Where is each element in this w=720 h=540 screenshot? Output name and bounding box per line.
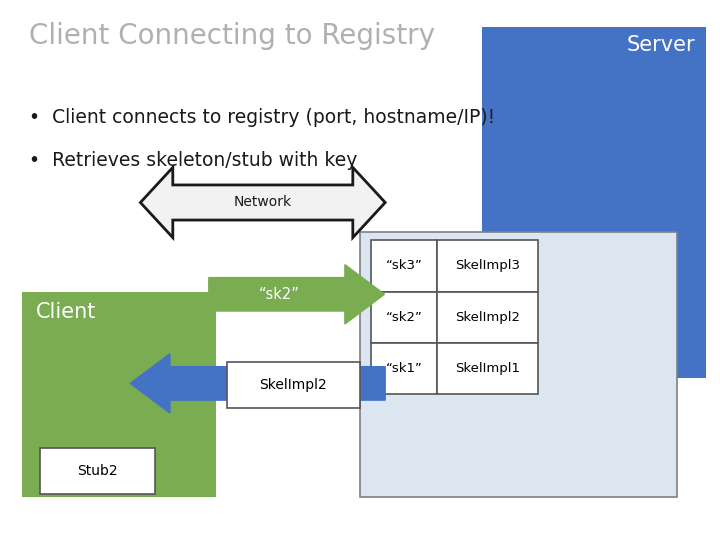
Bar [371,343,437,394]
Text: “sk2”: “sk2” [258,287,300,302]
Bar [371,240,437,292]
Bar [227,362,360,408]
Text: Client: Client [36,302,96,322]
Text: Network: Network [234,195,292,210]
Bar [437,292,538,343]
Bar [40,448,155,494]
Text: SkelImpl2: SkelImpl2 [259,378,328,392]
Bar [437,343,538,394]
Bar [371,292,437,343]
Bar [22,292,216,497]
Text: Server: Server [626,35,695,55]
Text: “sk2”: “sk2” [385,310,423,324]
FancyArrow shape [130,354,385,413]
Text: Client Connecting to Registry: Client Connecting to Registry [29,22,435,50]
Text: SkelImpl1: SkelImpl1 [455,362,520,375]
Text: •  Retrieves skeleton/stub with key: • Retrieves skeleton/stub with key [29,151,357,170]
Bar [482,27,706,378]
Polygon shape [140,167,385,238]
Text: “sk3”: “sk3” [385,259,423,273]
Bar [360,232,677,497]
Text: SkelImpl2: SkelImpl2 [455,310,520,324]
Text: Stub2: Stub2 [77,464,117,478]
Text: SkelImpl3: SkelImpl3 [455,259,520,273]
Text: “sk1”: “sk1” [385,362,423,375]
Text: •  Client connects to registry (port, hostname/IP)!: • Client connects to registry (port, hos… [29,108,495,127]
Bar [437,240,538,292]
FancyArrow shape [209,265,384,324]
Text: Registry: Registry [371,240,445,258]
